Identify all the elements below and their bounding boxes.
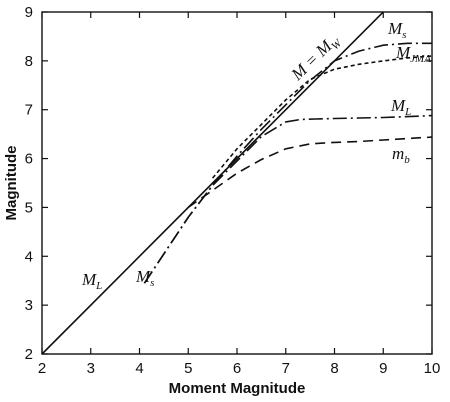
series-line-0 bbox=[41, 11, 384, 355]
y-tick-label-4: 4 bbox=[25, 248, 33, 265]
label-mjma: MJMA bbox=[395, 43, 431, 65]
label-ms-lower: Ms bbox=[135, 267, 154, 289]
series-line-4 bbox=[187, 136, 433, 209]
x-tick-label-8: 8 bbox=[330, 360, 338, 377]
y-tick-label-3: 3 bbox=[25, 297, 33, 314]
y-tick-label-9: 9 bbox=[25, 4, 33, 21]
x-tick-label-4: 4 bbox=[135, 360, 143, 377]
x-tick-label-2: 2 bbox=[38, 360, 46, 377]
x-tick-label-7: 7 bbox=[282, 360, 290, 377]
y-tick-label-7: 7 bbox=[25, 102, 33, 119]
x-tick-label-6: 6 bbox=[233, 360, 241, 377]
x-axis-title: Moment Magnitude bbox=[169, 380, 306, 397]
label-ml-lower: ML bbox=[81, 270, 102, 292]
y-tick-label-6: 6 bbox=[25, 151, 33, 168]
x-tick-label-9: 9 bbox=[379, 360, 387, 377]
y-tick-label-5: 5 bbox=[25, 199, 33, 216]
y-axis-title: Magnitude bbox=[3, 146, 20, 221]
label-ms-upper: Ms bbox=[387, 19, 406, 41]
x-tick-label-5: 5 bbox=[184, 360, 192, 377]
series-line-1 bbox=[143, 114, 433, 284]
series-layer bbox=[41, 11, 433, 355]
series-line-2 bbox=[143, 42, 432, 284]
label-ml-upper: ML bbox=[390, 96, 411, 118]
x-tick-label-3: 3 bbox=[87, 360, 95, 377]
y-tick-label-8: 8 bbox=[25, 53, 33, 70]
plot-frame bbox=[41, 11, 433, 355]
ticks-layer: 2 3 4 5 6 7 8 9 10 2 3 4 5 6 7 8 9 bbox=[25, 4, 441, 377]
y-tick-label-2: 2 bbox=[25, 346, 33, 363]
series-line-3 bbox=[211, 55, 433, 179]
label-mb: mb bbox=[392, 144, 410, 166]
x-tick-label-10: 10 bbox=[424, 360, 441, 377]
